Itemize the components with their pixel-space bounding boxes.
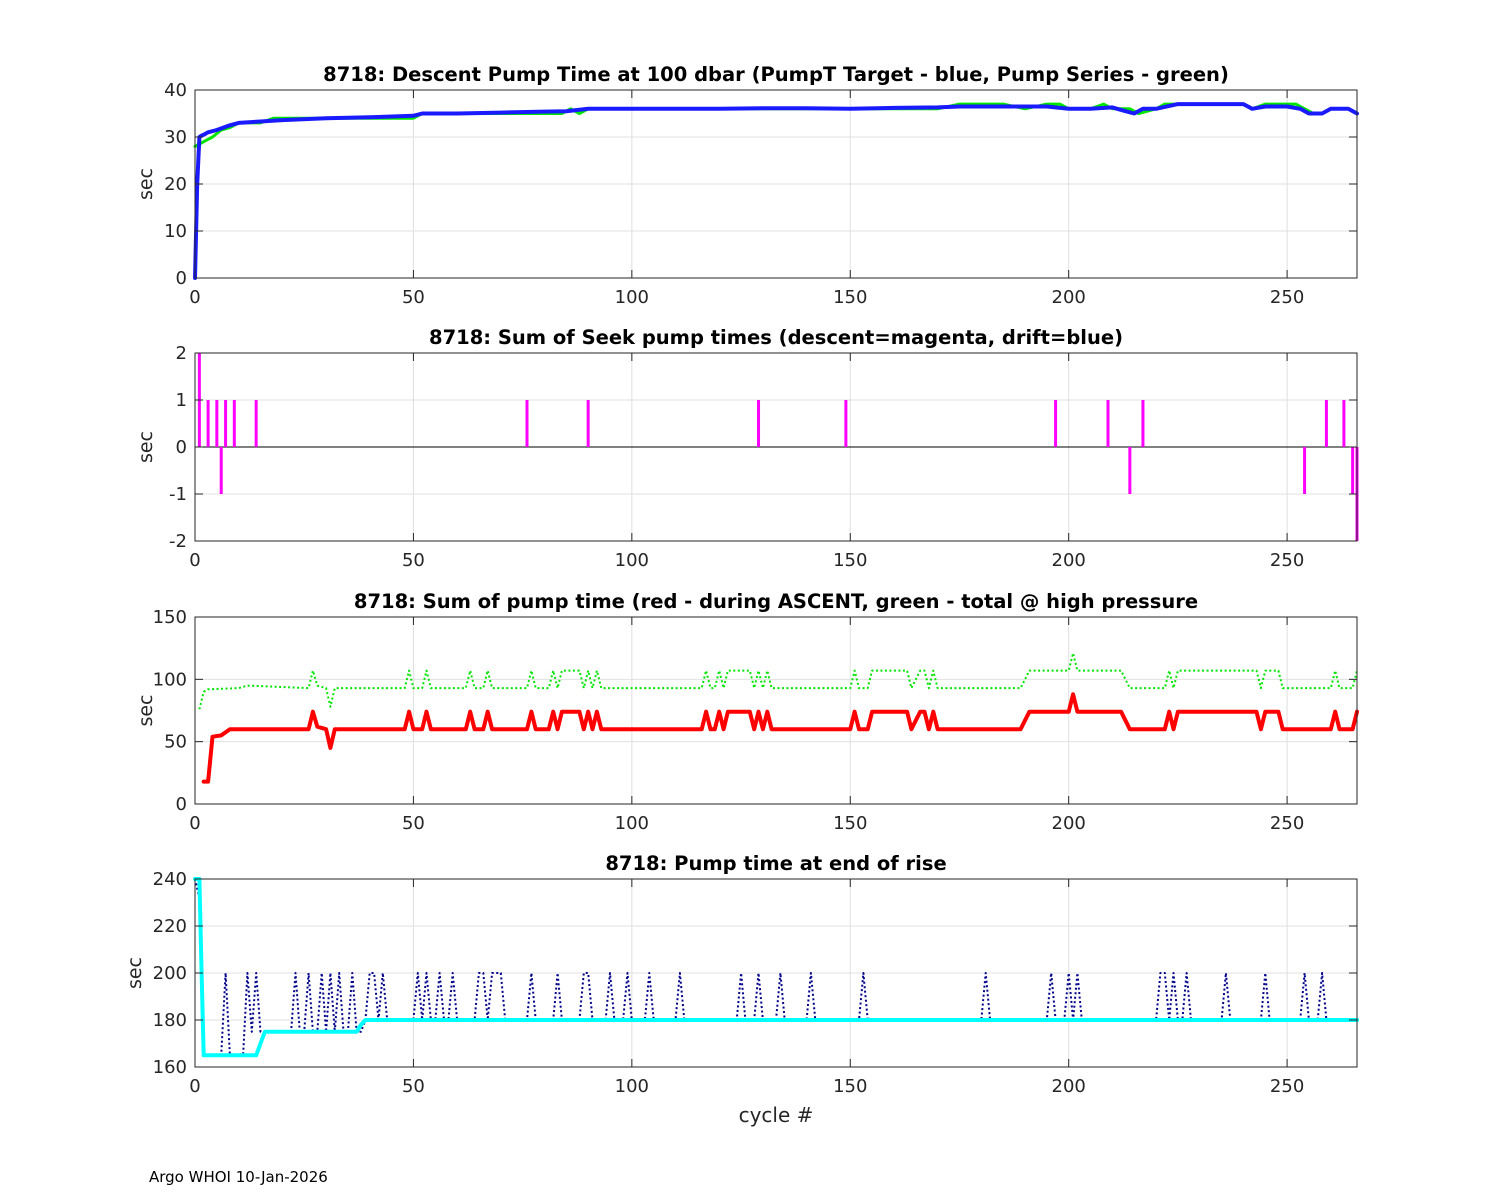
y-tick-label-3: 220: [153, 916, 187, 937]
y-tick-label-0: -2: [169, 531, 187, 552]
chart-title: 8718: Descent Pump Time at 100 dbar (Pum…: [323, 63, 1229, 86]
y-tick-label-2: 200: [153, 963, 187, 984]
panel-sum-pump-time: 0 50 100 150 200 250 0 50 100 150 8718: Sum of pum…: [135, 590, 1359, 834]
series-line-red: [201, 692, 1359, 784]
footer-text: Argo WHOI 10-Jan-2026: [149, 1168, 328, 1186]
x-tick-label-4: 200: [1052, 1076, 1086, 1097]
x-tick-label-5: 250: [1270, 287, 1304, 308]
x-tick-label-5: 250: [1270, 550, 1304, 571]
chart-title: 8718: Sum of Seek pump times (descent=ma…: [429, 326, 1123, 349]
x-tick-label-2: 100: [615, 287, 649, 308]
y-tick-label-4: 2: [176, 343, 187, 364]
series-line-cyan: [193, 877, 1359, 1058]
x-tick-label-3: 150: [833, 550, 867, 571]
y-tick-label-1: 50: [164, 732, 187, 753]
x-tick-label-1: 50: [402, 813, 425, 834]
y-tick-label-0: 0: [176, 794, 187, 815]
panel-seek-pump-times: 0 50 100 150 200 250 -2 -1 0 1 2 8718: Sum of Seek …: [135, 326, 1359, 571]
y-tick-label-2: 0: [176, 437, 187, 458]
x-tick-label-5: 250: [1270, 813, 1304, 834]
series-line-green: [198, 652, 1358, 710]
x-tick-label-0: 0: [189, 813, 200, 834]
y-tick-label-1: 180: [153, 1010, 187, 1031]
x-tick-label-1: 50: [402, 287, 425, 308]
y-tick-label-1: -1: [169, 484, 187, 505]
chart-title: 8718: Sum of pump time (red - during ASC…: [354, 590, 1198, 613]
y-tick-label-4: 240: [153, 869, 187, 890]
y-axis-label: sec: [135, 431, 157, 463]
x-tick-label-2: 100: [615, 813, 649, 834]
series-line-navy: [194, 878, 1328, 1057]
panel-descent-pump-time: 0 50 100 150 200 250 0 10 20 30 40 8718: Descent Pu…: [135, 63, 1359, 308]
x-tick-label-0: 0: [189, 287, 200, 308]
x-tick-label-1: 50: [402, 550, 425, 571]
x-tick-label-4: 200: [1052, 550, 1086, 571]
x-axis-label: cycle #: [739, 1103, 814, 1127]
x-tick-label-3: 150: [833, 813, 867, 834]
y-tick-label-3: 1: [176, 390, 187, 411]
y-tick-label-0: 0: [176, 268, 187, 289]
plot-area: [195, 617, 1357, 804]
axes-box: [194, 616, 1358, 805]
y-tick-label-2: 20: [164, 174, 187, 195]
y-tick-label-0: 160: [153, 1057, 187, 1078]
x-tick-label-0: 0: [189, 1076, 200, 1097]
y-axis-label: sec: [135, 694, 157, 726]
y-tick-label-3: 30: [164, 127, 187, 148]
x-tick-label-5: 250: [1270, 1076, 1304, 1097]
x-tick-label-2: 100: [615, 1076, 649, 1097]
panel-pump-time-end-of-rise: 0 50 100 150 200 250 160 180 200 220 240 8718: Pump…: [124, 852, 1359, 1097]
x-tick-label-3: 150: [833, 1076, 867, 1097]
x-tick-label-1: 50: [402, 1076, 425, 1097]
y-tick-label-2: 100: [153, 669, 187, 690]
series-line-blue: [193, 102, 1359, 280]
x-tick-label-4: 200: [1052, 287, 1086, 308]
y-tick-label-3: 150: [153, 607, 187, 628]
x-tick-label-0: 0: [189, 550, 200, 571]
chart-title: 8718: Pump time at end of rise: [605, 852, 946, 875]
x-tick-label-3: 150: [833, 287, 867, 308]
y-tick-label-4: 40: [164, 80, 187, 101]
y-axis-label: sec: [124, 957, 146, 989]
y-axis-label: sec: [135, 168, 157, 200]
y-tick-label-1: 10: [164, 221, 187, 242]
x-tick-label-2: 100: [615, 550, 649, 571]
x-tick-label-4: 200: [1052, 813, 1086, 834]
